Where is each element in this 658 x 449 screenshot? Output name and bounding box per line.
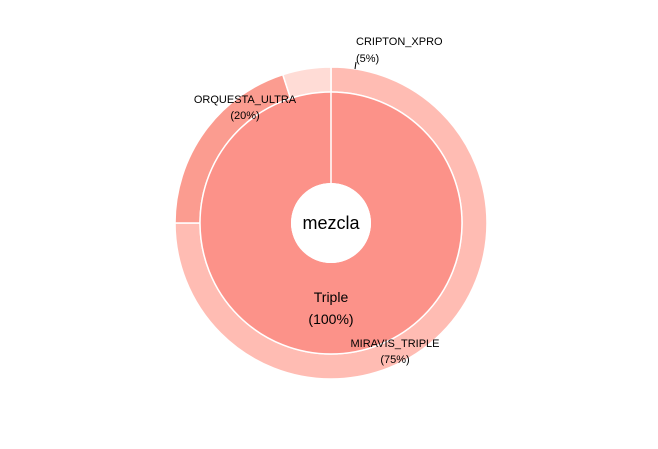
inner-slice-pct-label: (100%) xyxy=(308,311,353,327)
outer-slice-pct-label: (5%) xyxy=(356,53,379,65)
outer-slice-name-label: CRIPTON_XPRO xyxy=(356,36,443,48)
outer-slice-name-label: MIRAVIS_TRIPLE xyxy=(350,338,439,350)
center-hole xyxy=(291,183,371,263)
outer-slice-pct-label: (75%) xyxy=(380,354,409,366)
outer-slice-name-label: ORQUESTA_ULTRA xyxy=(194,94,297,106)
ring-separator xyxy=(199,91,463,355)
outer-slice-pct-label: (20%) xyxy=(230,110,259,122)
label-leader-line xyxy=(354,61,357,70)
inner-slice-triple xyxy=(200,92,462,354)
inner-ring xyxy=(199,91,463,355)
center-label: mezcla xyxy=(302,213,360,233)
inner-slice-name-label: Triple xyxy=(314,289,349,305)
